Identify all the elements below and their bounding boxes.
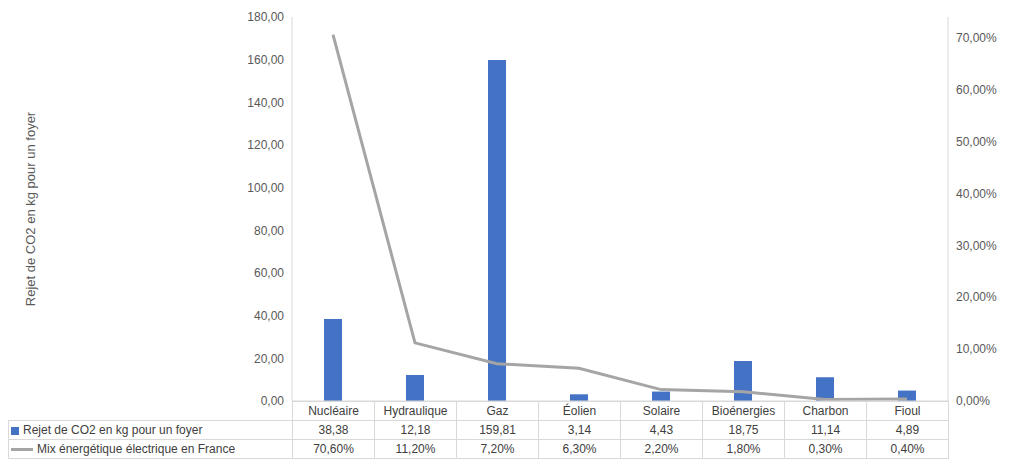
html-text:7,20%: 7,20% bbox=[480, 442, 515, 456]
svg-text:160,00: 160,00 bbox=[247, 53, 284, 67]
html-text:11,14: 11,14 bbox=[810, 423, 841, 437]
html-text:0,30%: 0,30% bbox=[808, 442, 843, 456]
html-text:Solaire: Solaire bbox=[642, 404, 681, 418]
html-text:4,89: 4,89 bbox=[895, 423, 920, 437]
svg-text:80,00: 80,00 bbox=[254, 224, 284, 238]
svg-text:40,00%: 40,00% bbox=[956, 187, 997, 201]
svg-text:60,00%: 60,00% bbox=[956, 83, 997, 97]
svg-text:50,00%: 50,00% bbox=[956, 135, 997, 149]
html-text:6,30%: 6,30% bbox=[562, 442, 597, 456]
html-text:70,60%: 70,60% bbox=[313, 442, 354, 456]
svg-text:140,00: 140,00 bbox=[247, 96, 284, 110]
svg-text:70,00%: 70,00% bbox=[956, 31, 997, 45]
svg-text:120,00: 120,00 bbox=[247, 138, 284, 152]
html-text:159,81: 159,81 bbox=[479, 423, 516, 437]
svg-text:30,00%: 30,00% bbox=[956, 239, 997, 253]
svg-text:40,00: 40,00 bbox=[254, 309, 284, 323]
svg-text:100,00: 100,00 bbox=[247, 181, 284, 195]
html-text:Hydraulique: Hydraulique bbox=[383, 404, 448, 418]
html-text:Rejet de CO2 en kg pour un foy: Rejet de CO2 en kg pour un foyer bbox=[23, 423, 203, 437]
html-text:Nucléaire: Nucléaire bbox=[308, 404, 359, 418]
html-text:2,20%: 2,20% bbox=[644, 442, 679, 456]
html-text:Fioul: Fioul bbox=[894, 404, 921, 418]
svg-text:0,00%: 0,00% bbox=[956, 394, 990, 408]
html-text:12,18: 12,18 bbox=[400, 423, 431, 437]
html-text:11,20%: 11,20% bbox=[395, 442, 436, 456]
svg-text:10,00%: 10,00% bbox=[956, 342, 997, 356]
html-text:Bioénergies: Bioénergies bbox=[711, 404, 776, 418]
html-text:Éolien: Éolien bbox=[562, 404, 597, 418]
html-text:Mix énergétique électrique en: Mix énergétique électrique en France bbox=[37, 442, 236, 456]
svg-text:Rejet de CO2 en kg pour un foy: Rejet de CO2 en kg pour un foyer bbox=[23, 111, 38, 306]
html-text:1,80%: 1,80% bbox=[726, 442, 761, 456]
svg-text:180,00: 180,00 bbox=[247, 10, 284, 24]
html-text:Charbon: Charbon bbox=[802, 404, 849, 418]
svg-text:20,00: 20,00 bbox=[254, 352, 284, 366]
svg-text:60,00: 60,00 bbox=[254, 266, 284, 280]
html-text:3,14: 3,14 bbox=[567, 423, 592, 437]
html-text:38,38: 38,38 bbox=[318, 423, 349, 437]
svg-text:20,00%: 20,00% bbox=[956, 290, 997, 304]
html-text:Gaz: Gaz bbox=[486, 404, 509, 418]
html-text:4,43: 4,43 bbox=[649, 423, 674, 437]
svg-text:0,00: 0,00 bbox=[261, 394, 285, 408]
html-text:18,75: 18,75 bbox=[728, 423, 759, 437]
html-text:0,40%: 0,40% bbox=[890, 442, 925, 456]
